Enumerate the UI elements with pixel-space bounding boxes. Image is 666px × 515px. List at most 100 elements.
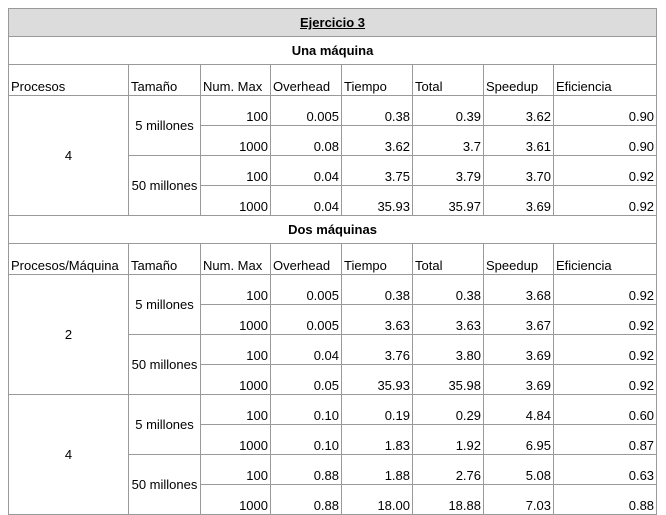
column-header: Overhead bbox=[270, 64, 342, 96]
table-title: Ejercicio 3 bbox=[7, 8, 658, 37]
column-header: Eficiencia bbox=[552, 243, 658, 275]
value-cell: 3.70 bbox=[483, 155, 554, 186]
table-row: 1000 0.005 3.63 3.63 3.67 0.92 bbox=[9, 304, 658, 335]
value-cell: 1.88 bbox=[341, 454, 413, 485]
value-cell: 18.88 bbox=[412, 484, 484, 515]
tamano-cell: 50 millones bbox=[128, 454, 201, 515]
column-header: Num. Max bbox=[200, 64, 271, 96]
table-body: Ejercicio 3 Una máquina Procesos Tamaño Num… bbox=[7, 8, 658, 515]
value-cell: 0.39 bbox=[412, 95, 484, 126]
value-cell: 1000 bbox=[200, 185, 271, 216]
value-cell: 35.98 bbox=[412, 364, 484, 395]
column-header: Num. Max bbox=[200, 243, 271, 275]
value-cell: 0.04 bbox=[270, 334, 342, 365]
value-cell: 0.005 bbox=[270, 95, 342, 126]
value-cell: 0.92 bbox=[552, 185, 658, 216]
value-cell: 1.92 bbox=[412, 424, 484, 455]
value-cell: 0.005 bbox=[270, 304, 342, 335]
value-cell: 0.10 bbox=[270, 424, 342, 455]
value-cell: 0.92 bbox=[552, 364, 658, 395]
table-row: 50 millones 100 0.04 3.75 3.79 3.70 0.92 bbox=[9, 155, 658, 216]
section-title: Dos máquinas bbox=[7, 215, 658, 244]
value-cell: 3.69 bbox=[483, 185, 554, 216]
value-cell: 5.08 bbox=[483, 454, 554, 485]
column-header: Procesos/Máquina bbox=[8, 243, 129, 275]
value-cell: 100 bbox=[200, 394, 271, 425]
value-cell: 0.10 bbox=[270, 394, 342, 425]
value-cell: 0.38 bbox=[412, 274, 484, 305]
procesos-cell: 4 bbox=[8, 394, 129, 515]
column-header: Eficiencia bbox=[552, 64, 658, 96]
value-cell: 100 bbox=[200, 334, 271, 365]
value-cell: 0.60 bbox=[552, 394, 658, 425]
value-cell: 0.90 bbox=[552, 125, 658, 156]
column-header: Total bbox=[412, 64, 484, 96]
value-cell: 3.75 bbox=[341, 155, 413, 186]
table-row: 1000 0.10 1.83 1.92 6.95 0.87 bbox=[9, 424, 658, 455]
value-cell: 100 bbox=[200, 454, 271, 485]
value-cell: 1.83 bbox=[341, 424, 413, 455]
value-cell: 0.38 bbox=[341, 95, 413, 126]
tamano-cell: 5 millones bbox=[128, 274, 201, 335]
value-cell: 0.92 bbox=[552, 334, 658, 365]
value-cell: 3.76 bbox=[341, 334, 413, 365]
value-cell: 4.84 bbox=[483, 394, 554, 425]
value-cell: 3.80 bbox=[412, 334, 484, 365]
value-cell: 0.38 bbox=[341, 274, 413, 305]
table-row: 50 millones 100 0.88 1.88 2.76 5.08 0.63 bbox=[9, 454, 658, 515]
value-cell: 6.95 bbox=[483, 424, 554, 455]
value-cell: 0.04 bbox=[270, 155, 342, 186]
column-header: Tamaño bbox=[128, 64, 201, 96]
value-cell: 3.7 bbox=[412, 125, 484, 156]
value-cell: 0.88 bbox=[552, 484, 658, 515]
value-cell: 3.62 bbox=[341, 125, 413, 156]
value-cell: 3.69 bbox=[483, 364, 554, 395]
value-cell: 3.67 bbox=[483, 304, 554, 335]
value-cell: 18.00 bbox=[341, 484, 413, 515]
table-row: 1000 0.08 3.62 3.7 3.61 0.90 bbox=[9, 125, 658, 156]
value-cell: 100 bbox=[200, 95, 271, 126]
results-table: Ejercicio 3 Una máquina Procesos Tamaño Num… bbox=[7, 8, 658, 515]
header-row: Procesos Tamaño Num. Max Overhead Tiempo Tota… bbox=[8, 64, 658, 96]
value-cell: 0.19 bbox=[341, 394, 413, 425]
value-cell: 0.63 bbox=[552, 454, 658, 485]
value-cell: 1000 bbox=[200, 125, 271, 156]
value-cell: 35.93 bbox=[341, 185, 413, 216]
tamano-cell: 50 millones bbox=[128, 334, 201, 395]
value-cell: 0.92 bbox=[552, 155, 658, 186]
value-cell: 0.92 bbox=[552, 274, 658, 305]
value-cell: 1000 bbox=[200, 484, 271, 515]
value-cell: 7.03 bbox=[483, 484, 554, 515]
value-cell: 0.90 bbox=[552, 95, 658, 126]
value-cell: 0.08 bbox=[270, 125, 342, 156]
value-cell: 35.93 bbox=[341, 364, 413, 395]
value-cell: 100 bbox=[200, 155, 271, 186]
column-header: Overhead bbox=[270, 243, 342, 275]
value-cell: 3.61 bbox=[483, 125, 554, 156]
value-cell: 0.05 bbox=[270, 364, 342, 395]
column-header: Tamaño bbox=[128, 243, 201, 275]
tamano-cell: 50 millones bbox=[128, 155, 201, 216]
column-header: Speedup bbox=[483, 64, 554, 96]
procesos-cell: 4 bbox=[8, 95, 129, 216]
value-cell: 0.87 bbox=[552, 424, 658, 455]
value-cell: 1000 bbox=[200, 304, 271, 335]
section-title-row: Una máquina bbox=[7, 36, 658, 65]
value-cell: 1000 bbox=[200, 364, 271, 395]
tamano-cell: 5 millones bbox=[128, 394, 201, 455]
column-header: Procesos bbox=[8, 64, 129, 96]
value-cell: 3.62 bbox=[483, 95, 554, 126]
value-cell: 3.63 bbox=[341, 304, 413, 335]
value-cell: 35.97 bbox=[412, 185, 484, 216]
tamano-cell: 5 millones bbox=[128, 95, 201, 156]
column-header: Speedup bbox=[483, 243, 554, 275]
value-cell: 100 bbox=[200, 274, 271, 305]
value-cell: 0.92 bbox=[552, 304, 658, 335]
value-cell: 0.04 bbox=[270, 185, 342, 216]
value-cell: 3.63 bbox=[412, 304, 484, 335]
column-header: Tiempo bbox=[341, 64, 413, 96]
procesos-cell: 2 bbox=[8, 274, 129, 395]
